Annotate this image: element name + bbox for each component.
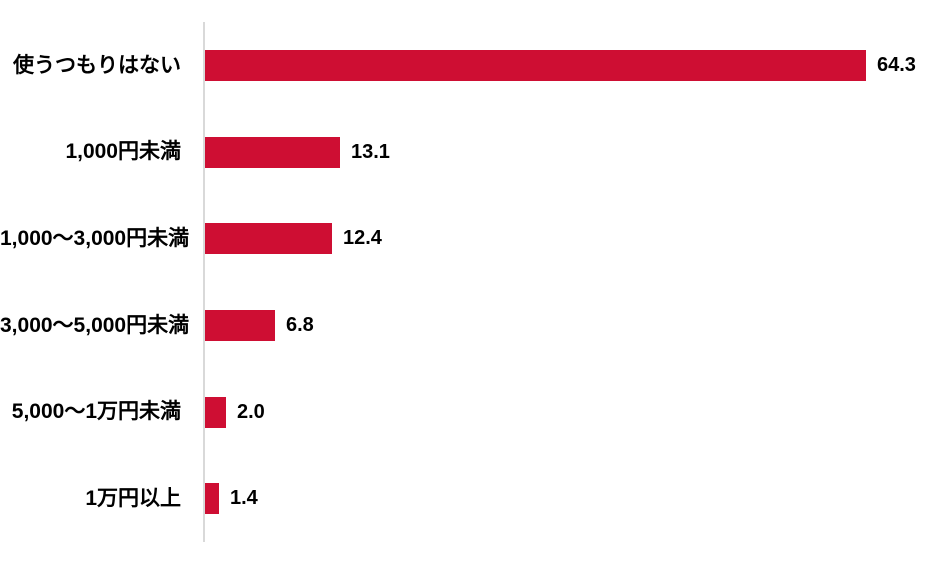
bar (205, 136, 340, 168)
chart-rows: 使うつもりはない 64.3 1,000円未満 13.1 1,000〜3,000円… (0, 22, 946, 542)
value-label: 1.4 (230, 487, 258, 510)
category-axis-line (203, 22, 205, 542)
bar-area: 13.1 (192, 136, 946, 168)
value-label: 12.4 (343, 227, 382, 250)
bar (205, 223, 332, 255)
bar-area: 12.4 (192, 223, 946, 255)
bar-area: 2.0 (192, 396, 946, 428)
bar (205, 396, 226, 428)
bar-area: 64.3 (192, 49, 946, 81)
bar-area: 6.8 (192, 309, 946, 341)
bar (205, 49, 866, 81)
bar-row: 5,000〜1万円未満 2.0 (0, 369, 946, 456)
category-label: 3,000〜5,000円未満 (0, 313, 190, 337)
bar (205, 483, 219, 515)
value-label: 64.3 (877, 53, 916, 76)
bar (205, 309, 275, 341)
bar-row: 1,000〜3,000円未満 12.4 (0, 195, 946, 282)
value-label: 2.0 (237, 400, 265, 423)
bar-row: 3,000〜5,000円未満 6.8 (0, 282, 946, 369)
category-label: 1,000円未満 (65, 140, 181, 164)
category-label: 1万円以上 (85, 487, 181, 511)
value-label: 13.1 (351, 140, 390, 163)
bar-row: 使うつもりはない 64.3 (0, 22, 946, 109)
bar-area: 1.4 (192, 483, 946, 515)
bar-row: 1,000円未満 13.1 (0, 109, 946, 196)
category-label: 5,000〜1万円未満 (11, 400, 181, 424)
category-label: 使うつもりはない (13, 53, 181, 77)
bar-row: 1万円以上 1.4 (0, 455, 946, 542)
bar-chart: 使うつもりはない 64.3 1,000円未満 13.1 1,000〜3,000円… (0, 22, 946, 542)
category-label: 1,000〜3,000円未満 (0, 227, 190, 251)
value-label: 6.8 (286, 313, 314, 336)
